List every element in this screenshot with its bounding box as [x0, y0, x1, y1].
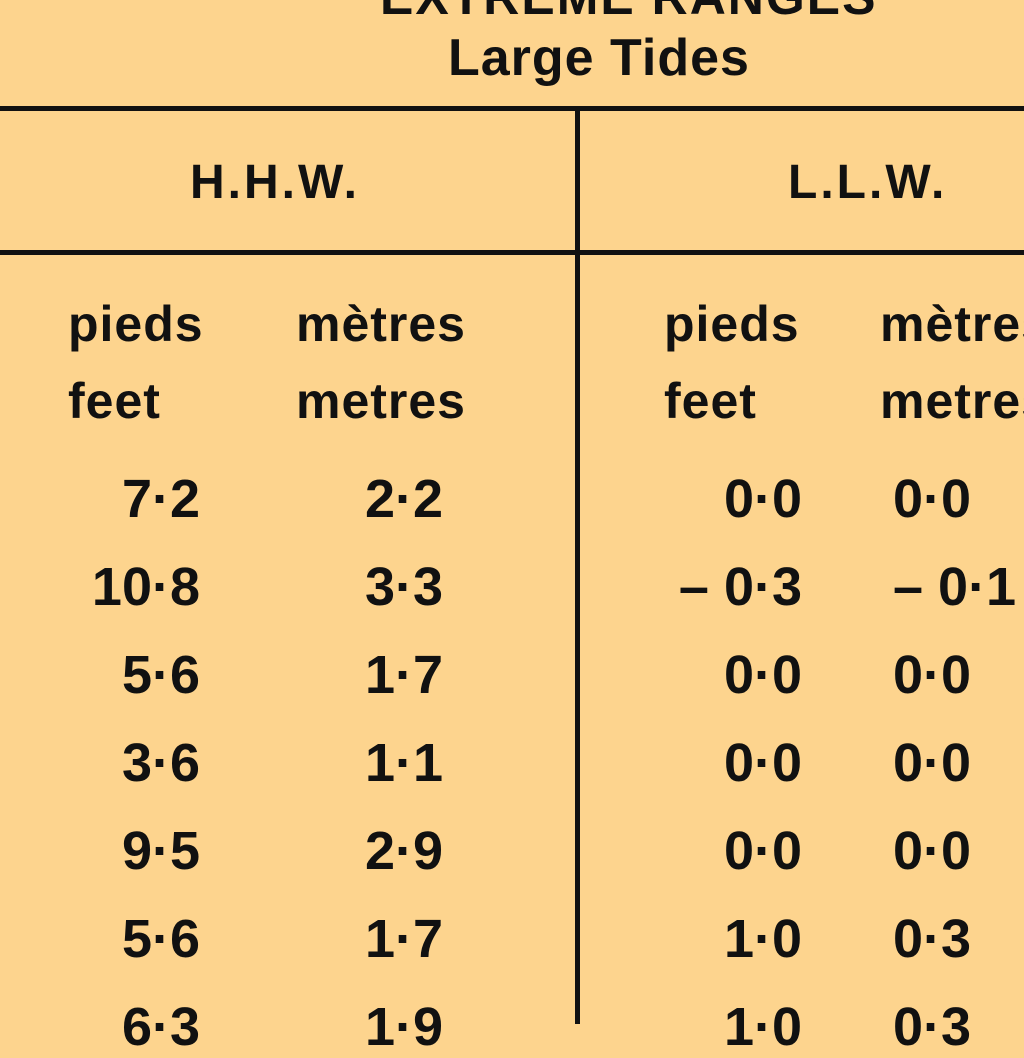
header-rule-top	[0, 106, 1024, 111]
cell-llw-metres: 0·0	[893, 645, 972, 705]
unit-feet-en-hhw: feet	[68, 373, 161, 429]
table-title: Large Tides	[448, 29, 750, 87]
cell-hhw-metres: 1·7	[364, 909, 443, 969]
cell-llw-feet: – 0·3	[678, 557, 802, 617]
cell-hhw-metres: 1·1	[364, 733, 443, 793]
cell-hhw-feet: 6·3	[121, 997, 200, 1057]
cell-hhw-metres: 1·9	[364, 997, 443, 1057]
unit-metres-en-hhw: metres	[296, 373, 466, 429]
cell-hhw-feet: 7·2	[121, 469, 200, 529]
column-divider	[575, 110, 580, 1024]
cell-hhw-metres: 2·2	[364, 469, 443, 529]
cell-hhw-feet: 5·6	[121, 645, 200, 705]
cell-llw-feet: 0·0	[723, 469, 802, 529]
cell-hhw-feet: 10·8	[91, 557, 200, 617]
cell-hhw-feet: 3·6	[121, 733, 200, 793]
cell-llw-metres: 0·3	[893, 909, 972, 969]
unit-feet-fr-llw: pieds	[664, 296, 800, 352]
cell-llw-feet: 1·0	[723, 997, 802, 1057]
cell-llw-feet: 1·0	[723, 909, 802, 969]
cell-llw-metres: – 0·1	[893, 557, 1017, 617]
cell-llw-feet: 0·0	[723, 645, 802, 705]
unit-feet-en-llw: feet	[664, 373, 757, 429]
header-rule-bottom	[0, 250, 1024, 255]
cell-llw-feet: 0·0	[723, 733, 802, 793]
cell-hhw-metres: 1·7	[364, 645, 443, 705]
cell-llw-metres: 0·3	[893, 997, 972, 1057]
cell-hhw-feet: 5·6	[121, 909, 200, 969]
unit-metres-fr-llw: mètres	[880, 296, 1024, 352]
unit-feet-fr-hhw: pieds	[68, 296, 204, 352]
group-header-llw: L.L.W.	[788, 156, 948, 209]
table-supertitle: EXTREME RANGES	[380, 0, 878, 26]
cell-hhw-metres: 2·9	[364, 821, 443, 881]
cell-llw-metres: 0·0	[893, 821, 972, 881]
cell-hhw-feet: 9·5	[121, 821, 200, 881]
cell-llw-metres: 0·0	[893, 469, 972, 529]
cell-hhw-metres: 3·3	[364, 557, 443, 617]
group-header-hhw: H.H.W.	[190, 156, 360, 209]
cell-llw-metres: 0·0	[893, 733, 972, 793]
unit-metres-fr-hhw: mètres	[296, 296, 466, 352]
unit-metres-en-llw: metres	[880, 373, 1024, 429]
cell-llw-feet: 0·0	[723, 821, 802, 881]
